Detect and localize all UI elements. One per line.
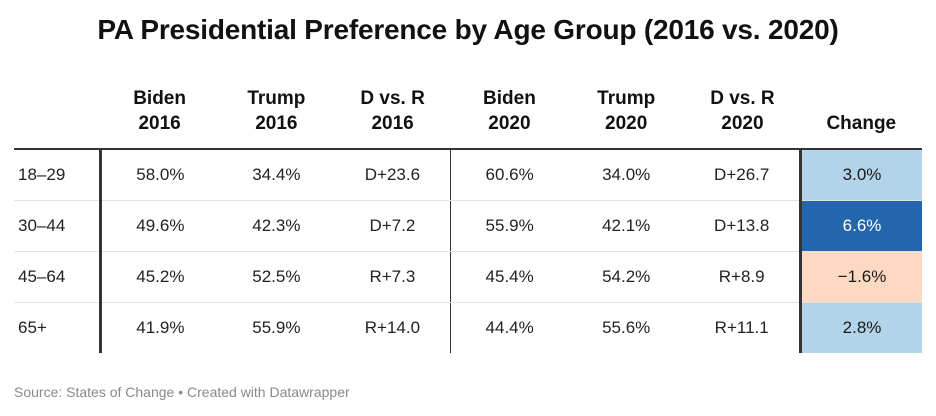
header-dvr-2016: D vs. R 2016 bbox=[334, 86, 451, 150]
chart-title: PA Presidential Preference by Age Group … bbox=[97, 14, 839, 45]
header-line-1: D vs. R bbox=[360, 88, 425, 109]
trump-2020-cell: 42.1% bbox=[568, 200, 685, 252]
header-trump-2016: Trump 2016 bbox=[218, 86, 335, 150]
biden-2016-cell: 41.9% bbox=[99, 302, 219, 353]
table-row: 45–64 45.2% 52.5% R+7.3 45.4% 54.2% R+8.9 −1.6% bbox=[14, 251, 922, 303]
header-row-label bbox=[14, 86, 101, 150]
header-change: Change bbox=[800, 86, 922, 150]
header-line-2: 2016 bbox=[255, 113, 298, 134]
dvr-2016-cell: R+7.3 bbox=[334, 251, 451, 303]
header-line-1: Biden bbox=[483, 88, 536, 109]
age-group-cell: 30–44 bbox=[14, 200, 101, 252]
header-line-2: 2020 bbox=[721, 113, 764, 134]
age-group-cell: 45–64 bbox=[14, 251, 101, 303]
table-row: 65+ 41.9% 55.9% R+14.0 44.4% 55.6% R+11.1 2.8% bbox=[14, 302, 922, 353]
dvr-2016-cell: D+23.6 bbox=[334, 149, 451, 201]
biden-2016-cell: 58.0% bbox=[99, 149, 219, 201]
dvr-2020-cell: D+26.7 bbox=[684, 149, 801, 201]
data-table: Biden 2016 Trump 2016 D vs. R 2016 Biden 2020 Tr… bbox=[14, 86, 922, 353]
header-line-2: 2016 bbox=[138, 113, 181, 134]
change-cell: 6.6% bbox=[799, 200, 922, 252]
header-line-1: Trump bbox=[597, 88, 656, 109]
header-biden-2020: Biden 2020 bbox=[450, 86, 569, 150]
dvr-2016-cell: R+14.0 bbox=[364, 318, 421, 337]
biden-2020-cell: 44.4% bbox=[450, 302, 569, 353]
dvr-2020-cell: D+13.8 bbox=[684, 200, 801, 252]
header-line-1: D vs. R bbox=[710, 88, 775, 109]
trump-2016-cell: 34.4% bbox=[218, 149, 335, 201]
trump-2016-cell: 55.9% bbox=[252, 318, 301, 337]
dvr-2016-cell: D+7.2 bbox=[334, 200, 451, 252]
trump-2020-cell: 34.0% bbox=[568, 149, 685, 201]
header-line-2: 2016 bbox=[371, 113, 414, 134]
age-group-cell: 18–29 bbox=[14, 149, 101, 201]
change-cell: −1.6% bbox=[799, 251, 922, 303]
biden-2016-cell: 45.2% bbox=[99, 251, 219, 303]
table-row: 30–44 49.6% 42.3% D+7.2 55.9% 42.1% D+13.8 6.6% bbox=[14, 200, 922, 252]
header-dvr-2020: D vs. R 2020 bbox=[684, 86, 801, 150]
header-line-2: Change bbox=[826, 113, 897, 134]
biden-2020-cell: 60.6% bbox=[450, 149, 569, 201]
biden-2020-cell: 55.9% bbox=[450, 200, 569, 252]
age-group-cell: 65+ bbox=[18, 318, 47, 337]
biden-2016-cell: 49.6% bbox=[99, 200, 219, 252]
header-trump-2020: Trump 2020 bbox=[568, 86, 685, 150]
trump-2020-cell: 54.2% bbox=[568, 251, 685, 303]
table-body: 18–29 58.0% 34.4% D+23.6 60.6% 34.0% D+26.7 3.0… bbox=[14, 149, 922, 353]
header-line-1 bbox=[14, 86, 101, 111]
header-line-2 bbox=[14, 111, 101, 136]
change-cell: 3.0% bbox=[799, 149, 922, 201]
header-line-2: 2020 bbox=[605, 113, 648, 134]
header-line-1 bbox=[801, 86, 922, 111]
header-biden-2016: Biden 2016 bbox=[100, 86, 219, 150]
dvr-2020-cell: R+11.1 bbox=[714, 318, 769, 337]
source-note: Source: States of Change • Created with … bbox=[14, 384, 350, 400]
trump-2020-cell: 55.6% bbox=[602, 318, 651, 337]
trump-2016-cell: 52.5% bbox=[218, 251, 335, 303]
biden-2020-cell: 45.4% bbox=[450, 251, 569, 303]
dvr-2020-cell: R+8.9 bbox=[684, 251, 801, 303]
header-row: Biden 2016 Trump 2016 D vs. R 2016 Biden 2020 Tr… bbox=[14, 86, 922, 150]
header-line-1: Biden bbox=[133, 88, 186, 109]
table-row: 18–29 58.0% 34.4% D+23.6 60.6% 34.0% D+26.7 3.0… bbox=[14, 149, 922, 201]
header-line-2: 2020 bbox=[488, 113, 531, 134]
change-cell: 2.8% bbox=[799, 302, 922, 353]
header-line-1: Trump bbox=[247, 88, 306, 109]
trump-2016-cell: 42.3% bbox=[218, 200, 335, 252]
